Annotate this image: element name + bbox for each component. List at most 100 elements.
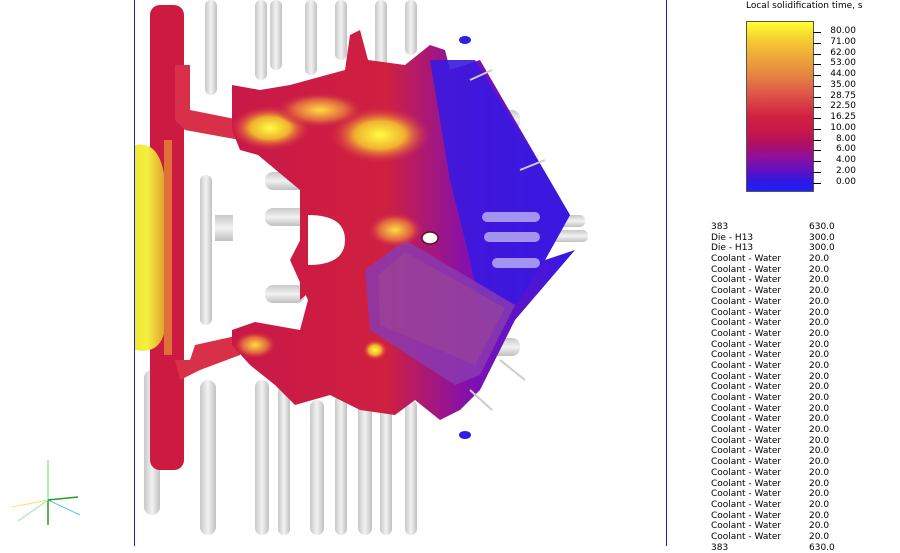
material-name: Coolant - Water — [711, 264, 782, 275]
legend-tick — [813, 75, 821, 76]
material-row: Coolant - Water 20.0 — [711, 265, 891, 276]
legend-tick — [813, 53, 821, 55]
material-row: Coolant - Water 20.0 — [711, 254, 891, 265]
material-name: Coolant - Water — [711, 489, 782, 500]
material-list: 383 630.0 Die - H13 300.0 Die - H13 300.0 Cool… — [711, 222, 891, 553]
material-row: Coolant - Water 20.0 — [711, 361, 891, 372]
material-name: Coolant - Water — [711, 307, 782, 318]
material-row: Coolant - Water 20.0 — [711, 393, 891, 404]
material-temperature: 20.0 — [809, 467, 830, 478]
material-row: Coolant - Water 20.0 — [711, 436, 891, 447]
material-name: Coolant - Water — [711, 350, 782, 361]
legend-tick — [813, 96, 821, 98]
material-name: Coolant - Water — [711, 521, 782, 532]
material-name: Coolant - Water — [711, 339, 782, 350]
material-temperature: 20.0 — [809, 499, 830, 510]
material-row: Coolant - Water 20.0 — [711, 532, 891, 543]
legend-tick — [813, 161, 821, 162]
legend-tick — [813, 128, 821, 130]
material-temperature: 20.0 — [809, 307, 830, 318]
material-row: Coolant - Water 20.0 — [711, 372, 891, 383]
material-row: Coolant - Water 20.0 — [711, 329, 891, 340]
material-name: Coolant - Water — [711, 318, 782, 329]
viewport-border-right — [666, 0, 667, 546]
legend-tick — [813, 139, 821, 141]
material-temperature: 20.0 — [809, 521, 830, 532]
legend-label: 22.50 — [830, 101, 856, 112]
material-row: Coolant - Water 20.0 — [711, 340, 891, 351]
material-row: 383 630.0 — [711, 543, 891, 553]
material-temperature: 20.0 — [809, 328, 830, 339]
legend-label: 4.00 — [835, 155, 856, 165]
casting-render[interactable] — [0, 0, 670, 546]
material-temperature: 300.0 — [809, 243, 835, 254]
legend-label: 35.00 — [830, 79, 856, 90]
legend-title: Local solidification time, s — [746, 1, 863, 11]
legend-label: 71.00 — [830, 36, 856, 47]
legend-tick — [813, 150, 821, 152]
material-temperature: 20.0 — [809, 435, 830, 446]
material-temperature: 20.0 — [809, 382, 830, 393]
material-row: Coolant - Water 20.0 — [711, 521, 891, 532]
material-temperature: 20.0 — [809, 425, 830, 436]
material-temperature: 630.0 — [809, 222, 835, 232]
material-row: Coolant - Water 20.0 — [711, 318, 891, 329]
material-name: Die - H13 — [711, 232, 754, 243]
simulation-viewport[interactable] — [0, 0, 670, 546]
material-name: Coolant - Water — [711, 531, 782, 542]
material-row: Coolant - Water 20.0 — [711, 425, 891, 436]
material-row: Die - H13 300.0 — [711, 233, 891, 244]
material-temperature: 20.0 — [809, 446, 830, 457]
material-temperature: 20.0 — [809, 510, 830, 521]
material-row: Coolant - Water 20.0 — [711, 511, 891, 522]
sprue-plate — [135, 5, 184, 470]
material-row: Coolant - Water 20.0 — [711, 479, 891, 490]
legend-label: 2.00 — [835, 165, 856, 176]
material-row: 383 630.0 — [711, 222, 891, 233]
legend-tick — [813, 64, 821, 66]
material-name: Coolant - Water — [711, 467, 782, 478]
material-row: Coolant - Water 20.0 — [711, 468, 891, 479]
legend-tick — [813, 107, 821, 109]
material-temperature: 20.0 — [809, 414, 830, 425]
material-temperature: 20.0 — [809, 403, 830, 414]
material-name: Coolant - Water — [711, 371, 782, 382]
material-temperature: 20.0 — [809, 275, 830, 286]
material-row: Coolant - Water 20.0 — [711, 446, 891, 457]
material-temperature: 20.0 — [809, 478, 830, 489]
legend-tick — [813, 118, 821, 119]
material-name: Coolant - Water — [711, 499, 782, 510]
material-row: Coolant - Water 20.0 — [711, 457, 891, 468]
material-name: Coolant - Water — [711, 254, 782, 265]
material-name: Coolant - Water — [711, 360, 782, 371]
material-name: Coolant - Water — [711, 446, 782, 457]
material-name: Coolant - Water — [711, 275, 782, 286]
material-name: Coolant - Water — [711, 403, 782, 414]
material-temperature: 20.0 — [809, 393, 830, 403]
material-temperature: 20.0 — [809, 489, 830, 500]
legend-label: 28.75 — [830, 90, 856, 101]
legend-label: 8.00 — [835, 133, 856, 144]
legend-label: 62.00 — [830, 47, 856, 58]
legend-tick — [813, 171, 821, 173]
viewport-border-left — [134, 0, 135, 546]
material-row: Coolant - Water 20.0 — [711, 275, 891, 286]
material-row: Coolant - Water 20.0 — [711, 286, 891, 297]
material-name: Coolant - Water — [711, 286, 782, 297]
material-temperature: 20.0 — [809, 318, 830, 329]
material-temperature: 20.0 — [809, 350, 830, 361]
material-temperature: 20.0 — [809, 264, 830, 275]
material-row: Coolant - Water 20.0 — [711, 297, 891, 308]
material-row: Coolant - Water 20.0 — [711, 308, 891, 319]
material-temperature: 20.0 — [809, 531, 830, 542]
legend-label: 16.25 — [830, 112, 856, 122]
legend-tick — [813, 85, 821, 87]
material-name: Coolant - Water — [711, 414, 782, 425]
material-row: Die - H13 300.0 — [711, 243, 891, 254]
material-name: Coolant - Water — [711, 393, 782, 403]
legend-label: 0.00 — [835, 176, 856, 187]
material-temperature: 20.0 — [809, 360, 830, 371]
material-name: 383 — [711, 222, 729, 232]
legend-label: 6.00 — [835, 144, 856, 155]
material-row: Coolant - Water 20.0 — [711, 489, 891, 500]
